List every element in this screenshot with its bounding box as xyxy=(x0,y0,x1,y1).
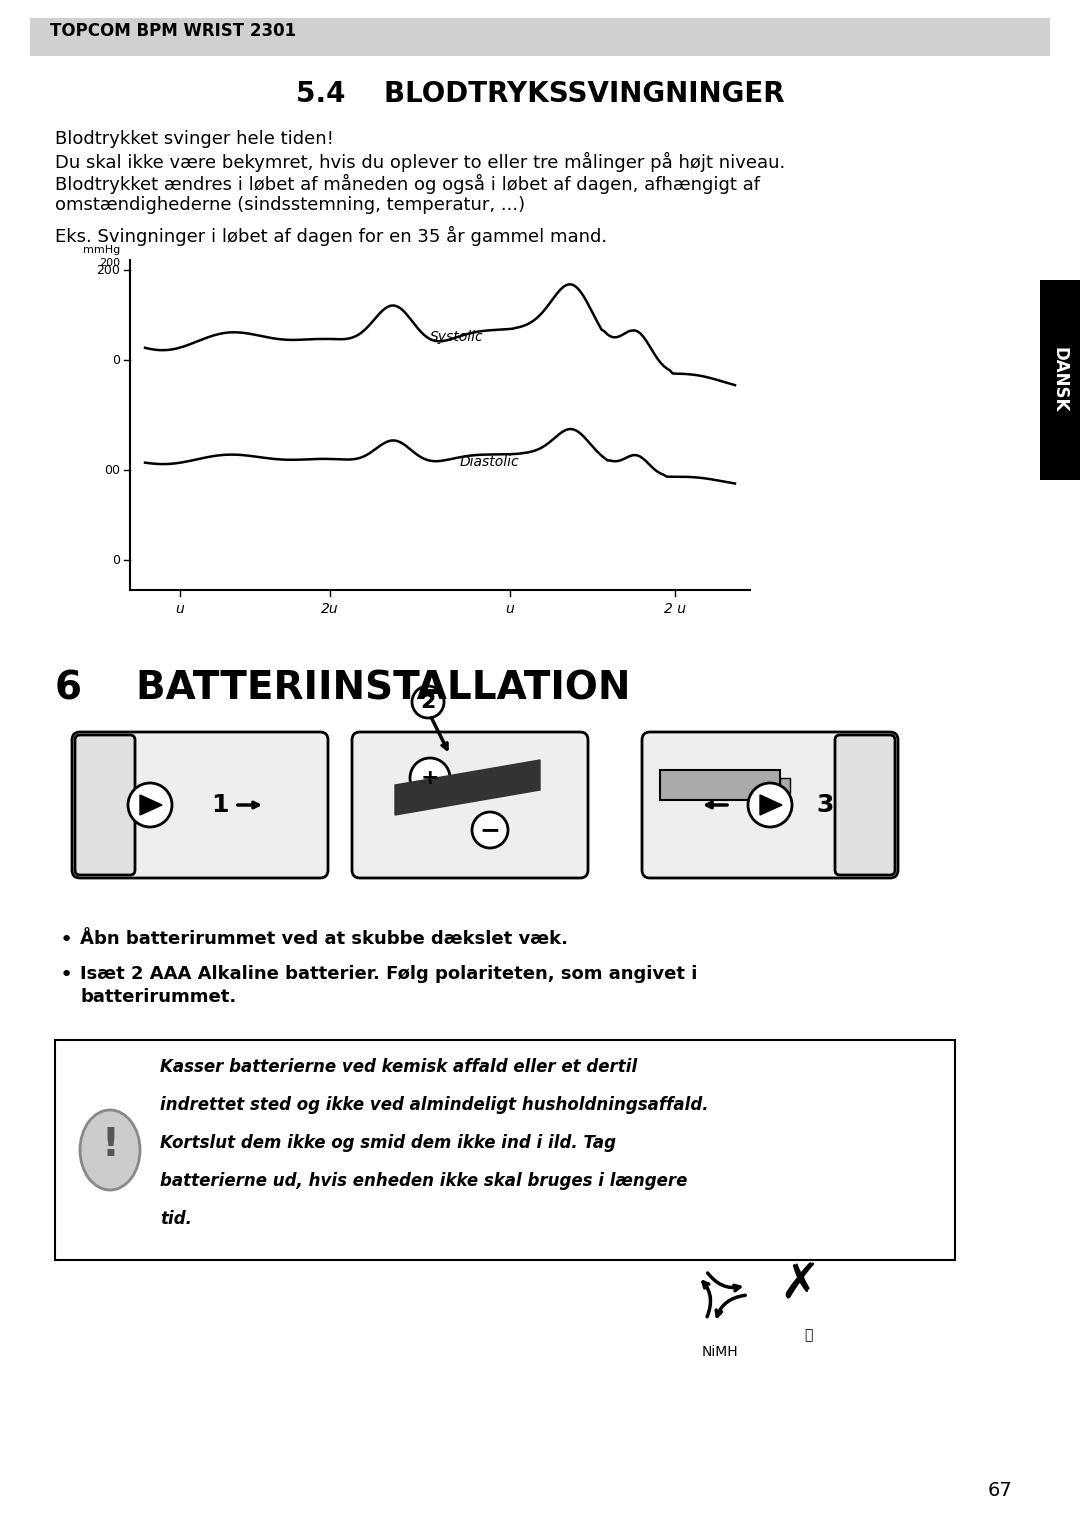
Circle shape xyxy=(410,758,450,798)
Text: Systolic: Systolic xyxy=(430,330,484,344)
Polygon shape xyxy=(395,759,540,814)
Text: mmHg: mmHg xyxy=(83,244,120,255)
Text: −: − xyxy=(480,817,500,842)
Text: 00: 00 xyxy=(104,463,120,477)
Text: indrettet sted og ikke ved almindeligt husholdningsaffald.: indrettet sted og ikke ved almindeligt h… xyxy=(160,1096,708,1114)
FancyBboxPatch shape xyxy=(75,735,135,876)
Text: Du skal ikke være bekymret, hvis du oplever to eller tre målinger på højt niveau: Du skal ikke være bekymret, hvis du ople… xyxy=(55,151,785,173)
Text: u: u xyxy=(505,602,514,616)
Text: +: + xyxy=(421,769,440,788)
Text: Blodtrykket svinger hele tiden!: Blodtrykket svinger hele tiden! xyxy=(55,130,334,148)
FancyBboxPatch shape xyxy=(352,732,588,879)
Polygon shape xyxy=(760,795,782,814)
Text: 2: 2 xyxy=(420,692,435,712)
FancyBboxPatch shape xyxy=(642,732,897,879)
Polygon shape xyxy=(140,795,162,814)
Text: !: ! xyxy=(102,1126,119,1164)
Text: Åbn batterirummet ved at skubbe dækslet væk.: Åbn batterirummet ved at skubbe dækslet … xyxy=(80,931,568,947)
Circle shape xyxy=(748,782,792,827)
Text: batterirummet.: batterirummet. xyxy=(80,989,237,1005)
Text: 0: 0 xyxy=(112,553,120,567)
Text: Kortslut dem ikke og smid dem ikke ind i ild. Tag: Kortslut dem ikke og smid dem ikke ind i… xyxy=(160,1134,616,1152)
Ellipse shape xyxy=(80,1109,140,1190)
Text: omstændighederne (sindsstemning, temperatur, ...): omstændighederne (sindsstemning, tempera… xyxy=(55,196,525,214)
FancyBboxPatch shape xyxy=(72,732,328,879)
Text: tid.: tid. xyxy=(160,1210,192,1229)
Text: 200: 200 xyxy=(96,263,120,277)
Text: Diastolic: Diastolic xyxy=(460,455,519,469)
Text: 2 u: 2 u xyxy=(664,602,686,616)
Circle shape xyxy=(411,686,444,718)
Text: 2u: 2u xyxy=(321,602,339,616)
Text: 200: 200 xyxy=(99,258,120,267)
Text: •: • xyxy=(60,931,73,950)
Text: 1: 1 xyxy=(212,793,229,817)
FancyBboxPatch shape xyxy=(30,18,1050,57)
Text: batterierne ud, hvis enheden ikke skal bruges i længere: batterierne ud, hvis enheden ikke skal b… xyxy=(160,1172,687,1190)
Text: +: + xyxy=(419,761,441,785)
Text: Blodtrykket ændres i løbet af måneden og også i løbet af dagen, afhængigt af: Blodtrykket ændres i løbet af måneden og… xyxy=(55,174,760,194)
Text: ⛔: ⛔ xyxy=(804,1328,812,1342)
Bar xyxy=(660,770,780,801)
Text: 2: 2 xyxy=(421,692,435,712)
Text: Kasser batterierne ved kemisk affald eller et dertil: Kasser batterierne ved kemisk affald ell… xyxy=(160,1057,637,1076)
Text: DANSK: DANSK xyxy=(1051,347,1069,413)
Text: ✗: ✗ xyxy=(780,1261,821,1309)
Text: NiMH: NiMH xyxy=(702,1345,739,1358)
Text: 3: 3 xyxy=(816,793,834,817)
FancyBboxPatch shape xyxy=(55,1041,955,1261)
Text: u: u xyxy=(176,602,185,616)
Circle shape xyxy=(472,811,508,848)
Text: Eks. Svingninger i løbet af dagen for en 35 år gammel mand.: Eks. Svingninger i løbet af dagen for en… xyxy=(55,226,607,246)
Text: 6    BATTERIINSTALLATION: 6 BATTERIINSTALLATION xyxy=(55,669,631,707)
Circle shape xyxy=(129,782,172,827)
Text: Isæt 2 AAA Alkaline batterier. Følg polariteten, som angivet i: Isæt 2 AAA Alkaline batterier. Følg pola… xyxy=(80,966,698,983)
Text: 67: 67 xyxy=(987,1481,1012,1500)
FancyBboxPatch shape xyxy=(1040,280,1080,480)
Text: 0: 0 xyxy=(112,353,120,367)
Text: •: • xyxy=(60,966,73,986)
Text: 5.4    BLODTRYKSSVINGNINGER: 5.4 BLODTRYKSSVINGNINGER xyxy=(296,79,784,108)
Text: TOPCOM BPM WRIST 2301: TOPCOM BPM WRIST 2301 xyxy=(50,21,296,40)
Bar xyxy=(780,778,789,793)
FancyBboxPatch shape xyxy=(835,735,895,876)
